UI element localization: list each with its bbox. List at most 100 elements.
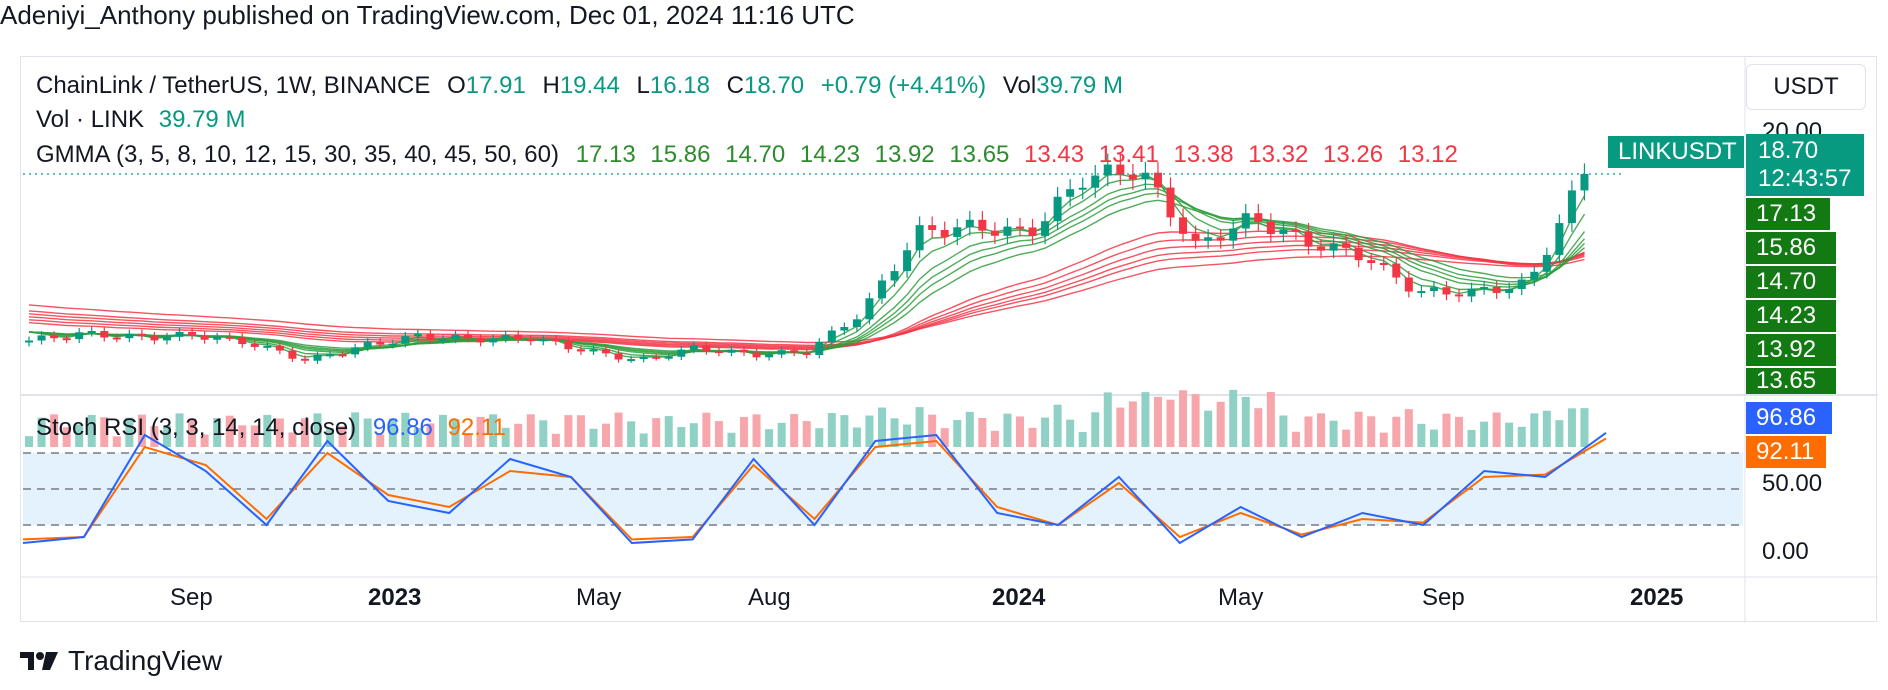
candle-body (1091, 175, 1100, 188)
volume-bar (1555, 420, 1564, 447)
volume-bar (526, 414, 535, 447)
candle-body (62, 338, 71, 341)
volume-bar (965, 411, 974, 447)
candle-body (1505, 289, 1514, 293)
gmma-legend[interactable]: GMMA (3, 5, 8, 10, 12, 15, 30, 35, 40, 4… (36, 141, 1458, 169)
candle-body (263, 345, 272, 348)
volume-bar (1053, 404, 1062, 447)
currency-selector[interactable]: USDT (1746, 64, 1866, 110)
tradingview-logo[interactable]: TradingView (20, 645, 222, 677)
volume-bar (87, 414, 96, 447)
volume-bar (75, 424, 84, 447)
gmma-price-tag: 14.23 (1746, 300, 1836, 332)
candle-body (1342, 243, 1351, 248)
volume-bar (940, 428, 949, 447)
gmma-short-value: 15.86 (650, 141, 711, 168)
volume-bar (501, 427, 510, 447)
time-axis-label: Sep (1422, 584, 1465, 611)
symbol-legend[interactable]: ChainLink / TetherUS, 1W, BINANCE O17.91… (36, 72, 1123, 100)
candle-body (476, 338, 485, 343)
candle-body (752, 352, 761, 358)
candle-body (376, 342, 385, 345)
candle-body (1166, 187, 1175, 218)
volume-bar (250, 425, 259, 447)
volume-bar (188, 418, 197, 447)
candle-body (1379, 263, 1388, 266)
volume-bar (426, 423, 435, 447)
volume-bar (1505, 422, 1514, 447)
candle-body (677, 349, 686, 357)
candle-body (1015, 226, 1024, 229)
volume-bar (1204, 410, 1213, 447)
volume-bar (37, 417, 46, 447)
chart-frame[interactable] (20, 56, 1878, 623)
last-price-tag: 18.70 12:43:57 (1746, 134, 1864, 196)
volume-legend[interactable]: Vol · LINK 39.79 M (36, 106, 245, 134)
volume-bar (1367, 416, 1376, 447)
volume-bar (363, 418, 372, 447)
gmma-long-value: 13.32 (1248, 141, 1309, 168)
volume-bar (1091, 412, 1100, 447)
close-value: 18.70 (743, 72, 805, 99)
candle-body (890, 271, 899, 281)
tradingview-logo-icon (20, 652, 58, 670)
candle-body (777, 350, 786, 355)
volume-bar (1166, 399, 1175, 447)
volume-bar (300, 418, 309, 447)
candle-body (652, 356, 661, 359)
volume-bar (815, 428, 824, 447)
volume-bar (125, 417, 134, 447)
volume-legend-label: Vol · LINK (36, 106, 145, 133)
candle-body (175, 332, 184, 337)
candle-body (1542, 254, 1551, 272)
chart-canvas[interactable] (21, 57, 1878, 623)
volume-bar (1354, 411, 1363, 447)
candle-body (225, 336, 234, 339)
volume-bar (639, 433, 648, 447)
gmma-price-tag: 14.70 (1746, 266, 1836, 298)
volume-bar (100, 417, 109, 447)
last-price: 18.70 (1758, 137, 1819, 164)
candle-body (100, 330, 109, 338)
volume-bar (175, 413, 184, 447)
candle-body (1179, 217, 1188, 234)
brand-name: TradingView (68, 645, 223, 676)
time-axis-label: 2025 (1630, 584, 1684, 611)
candle-body (288, 350, 297, 359)
volume-bar (1103, 392, 1112, 447)
volume-bar (915, 407, 924, 447)
volume-bar (740, 416, 749, 447)
candle-body (689, 345, 698, 350)
candle-body (852, 319, 861, 328)
volume-bar (137, 414, 146, 447)
volume-bar (288, 432, 297, 447)
candle-body (426, 333, 435, 340)
volume-bar (1179, 390, 1188, 447)
volume-label: Vol (1002, 72, 1037, 99)
volume-bar (1241, 396, 1250, 447)
volume-bar (1417, 423, 1426, 447)
candle-body (464, 334, 473, 339)
candle-body (1216, 237, 1225, 241)
candle-body (1455, 294, 1464, 297)
candle-body (313, 354, 322, 361)
candle-body (514, 334, 523, 340)
stoch-rsi-legend[interactable]: Stoch RSI (3, 3, 14, 14, close) 96.86 92… (36, 414, 506, 442)
candle-body (137, 333, 146, 337)
high-value: 19.44 (559, 72, 620, 99)
candle-body (539, 339, 548, 342)
symbol-price-tag: LINKUSDT (1608, 136, 1744, 168)
gmma-short-value: 13.65 (949, 141, 1010, 168)
volume-bar (903, 424, 912, 447)
volume-bar (852, 427, 861, 447)
candle-body (1317, 246, 1326, 251)
volume-bar (551, 433, 560, 447)
volume-bar (238, 425, 247, 447)
volume-value: 39.79 M (1036, 72, 1123, 99)
candle-body (300, 358, 309, 361)
published-by-line: Adeniyi_Anthony published on TradingView… (0, 0, 855, 30)
candle-body (1279, 229, 1288, 234)
volume-bar (840, 415, 849, 447)
stoch-tick: 50.00 (1762, 470, 1823, 497)
volume-bar (62, 427, 71, 447)
